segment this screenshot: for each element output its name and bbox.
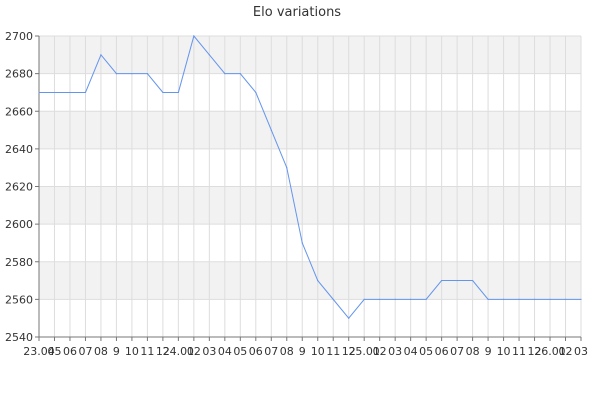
data-point [580,298,582,300]
data-point [131,73,133,75]
y-axis-ticks: 2540 2560 2580 2600 2620 2640 2660 2680 2700 [5,30,39,344]
y-tick-label: 2700 [5,30,33,43]
data-point [162,91,164,94]
x-tick-label: 26.01 [534,345,566,358]
data-point [208,54,210,56]
x-tick-label: 07 [264,345,278,358]
background-band [39,186,581,225]
data-point [332,298,334,300]
y-tick-label: 2620 [5,181,33,194]
data-point [286,167,288,169]
data-point [394,298,396,300]
background-band [39,261,581,300]
data-point [518,298,520,300]
elo-series-line [39,34,581,319]
x-tick-label: 07 [450,345,464,358]
x-tick-label: 04 [218,345,232,358]
data-point [146,73,148,75]
x-tick-label: 02 [187,345,201,358]
x-tick-label: 12 [156,345,170,358]
y-tick-label: 2600 [5,218,33,231]
data-point [363,298,365,300]
data-point [255,91,257,94]
background-band [39,224,581,262]
background-bands [39,36,581,337]
data-point [239,73,241,75]
background-band [39,299,581,337]
y-tick-label: 2660 [5,105,33,118]
y-tick-label: 2680 [5,68,33,81]
x-tick-label: 03 [388,345,402,358]
data-point [38,91,40,94]
data-point [533,298,536,300]
data-point [502,298,505,300]
data-point [348,317,350,319]
x-tick-label: 11 [326,345,340,358]
data-point [100,54,102,56]
x-tick-label: 08 [280,345,294,358]
data-point [487,298,489,300]
x-tick-label: 07 [78,345,92,358]
x-tick-label: 08 [94,345,108,358]
x-tick-label: 03 [202,345,216,358]
data-point [472,279,474,282]
x-tick-label: 10 [125,345,139,358]
x-tick-label: 02 [373,345,387,358]
x-tick-label: 05 [233,345,247,358]
x-tick-label: 11 [512,345,526,358]
background-band [39,73,581,112]
x-tick-label: 08 [466,345,480,358]
y-tick-label: 2580 [5,256,33,269]
data-point [115,73,118,75]
data-point [193,35,195,37]
x-tick-label: 04 [404,345,418,358]
x-tick-label: 12 [342,345,356,358]
x-tick-label: 9 [485,345,492,358]
data-point [549,298,551,300]
data-point [564,298,567,300]
x-tick-label: 06 [435,345,449,358]
x-tick-label: 25.01 [348,345,380,358]
x-tick-label: 24.01 [163,345,195,358]
x-tick-label: 12 [528,345,542,358]
x-tick-label: 10 [311,345,325,358]
background-band [39,36,581,74]
x-tick-label: 9 [299,345,306,358]
y-tick-label: 2640 [5,143,33,156]
data-point [456,279,458,282]
x-tick-label: 06 [63,345,77,358]
data-point [410,298,412,300]
data-point [425,298,427,300]
x-tick-label: 02 [559,345,573,358]
data-point [69,91,71,94]
background-band [39,148,581,187]
x-tick-label: 06 [249,345,263,358]
y-tick-label: 2560 [5,293,33,306]
data-point [84,91,87,94]
data-point [441,279,443,282]
y-tick-label: 2540 [5,331,33,344]
x-tick-label: 23.04 [23,345,55,358]
data-point [379,298,381,300]
x-tick-label: 05 [419,345,433,358]
series-group [38,34,582,319]
data-point [177,91,179,94]
background-band [39,111,581,149]
data-point [301,242,303,244]
data-point [224,73,226,75]
x-tick-label: 05 [47,345,61,358]
data-point [270,129,272,131]
x-tick-label: 9 [113,345,120,358]
x-tick-label: 10 [497,345,511,358]
chart-title: Elo variations [253,5,341,20]
data-point [53,91,56,94]
x-tick-label: 03 [574,345,588,358]
data-point [317,279,319,282]
x-tick-label: 11 [140,345,154,358]
